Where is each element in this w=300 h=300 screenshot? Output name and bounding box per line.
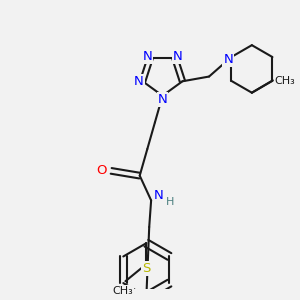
Text: N: N	[142, 50, 152, 62]
Text: N: N	[173, 50, 183, 62]
Text: N: N	[134, 75, 144, 88]
Text: CH₃: CH₃	[275, 76, 296, 86]
Text: S: S	[142, 262, 151, 275]
Text: N: N	[224, 53, 233, 66]
Text: H: H	[166, 197, 174, 207]
Text: O: O	[96, 164, 107, 177]
Text: CH₃: CH₃	[112, 286, 133, 296]
Text: N: N	[158, 93, 167, 106]
Text: N: N	[154, 189, 164, 202]
